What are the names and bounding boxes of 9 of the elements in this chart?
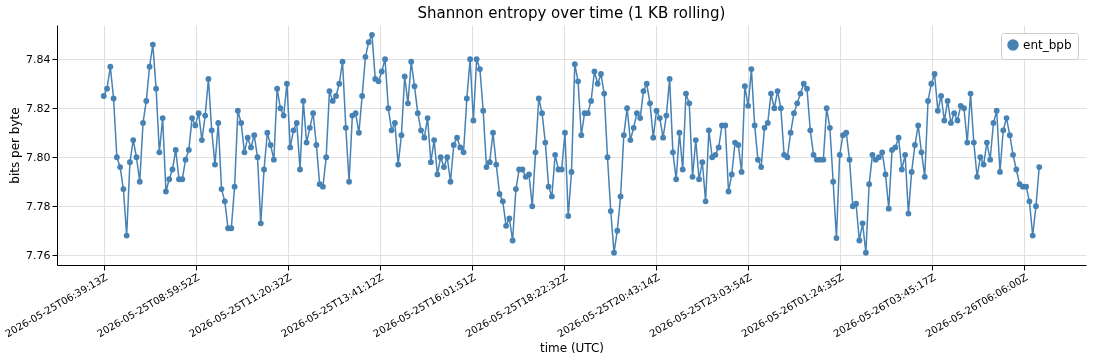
y-tick-label: 7.76 <box>26 248 51 262</box>
y-tick-label: 7.80 <box>26 150 51 164</box>
x-axis-title: time (UTC) <box>539 341 605 356</box>
y-tick-label: 7.78 <box>26 199 51 213</box>
chart-title: Shannon entropy over time (1 KB rolling) <box>417 4 726 22</box>
y-tick-label: 7.82 <box>26 101 51 115</box>
y-tick-label: 7.84 <box>26 52 51 66</box>
y-axis-title: bits per byte <box>8 107 23 184</box>
legend-label: ent_bpb <box>1023 38 1072 52</box>
